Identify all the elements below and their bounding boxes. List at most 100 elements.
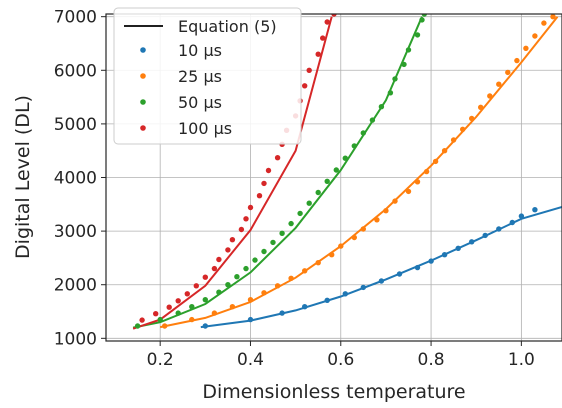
data-point	[134, 323, 141, 329]
legend-label: 100 μs	[178, 119, 232, 138]
data-point	[261, 290, 267, 296]
x-tick-label: 0.4	[237, 350, 264, 370]
data-point	[329, 252, 335, 258]
data-point	[441, 148, 448, 154]
data-point	[225, 282, 231, 288]
data-point	[162, 323, 168, 329]
data-point	[421, 14, 427, 17]
data-point	[405, 47, 412, 53]
data-point	[274, 283, 281, 289]
data-point	[211, 310, 218, 316]
legend-marker	[140, 47, 146, 53]
data-point	[360, 284, 366, 291]
data-point	[396, 271, 403, 277]
data-point	[455, 245, 461, 251]
grid	[106, 14, 562, 341]
ticks: 0.2 0.4 0.6 0.8 1.0 1000 2000 3000 4000 5000 6000 7…	[54, 8, 535, 370]
data-point	[243, 265, 249, 272]
data-point	[428, 258, 434, 264]
data-point	[256, 193, 263, 199]
data-point	[247, 297, 254, 303]
data-point	[288, 220, 294, 227]
data-point	[405, 188, 412, 195]
data-point	[247, 316, 254, 323]
data-point	[153, 311, 159, 317]
data-point	[387, 90, 394, 96]
data-point	[247, 204, 254, 211]
data-point	[450, 137, 457, 143]
legend-label: 50 μs	[178, 93, 222, 112]
y-tick-label: 1000	[54, 329, 97, 349]
data-point	[419, 17, 425, 23]
data-point	[139, 317, 145, 323]
data-point	[270, 239, 276, 246]
data-point	[320, 35, 326, 41]
data-point	[288, 275, 294, 281]
data-point	[175, 310, 181, 316]
data-point	[541, 20, 547, 26]
data-point	[505, 69, 511, 76]
data-point	[229, 304, 236, 310]
data-point	[202, 274, 208, 280]
data-point	[331, 14, 337, 17]
data-point	[274, 155, 281, 161]
data-point	[441, 252, 448, 258]
data-point	[432, 158, 439, 165]
data-point	[234, 274, 240, 280]
y-tick-label: 7000	[54, 8, 97, 28]
data-point	[261, 248, 267, 255]
data-point	[252, 257, 258, 263]
data-point	[279, 310, 285, 316]
data-point	[324, 19, 330, 25]
data-point	[469, 115, 475, 122]
data-point	[202, 297, 208, 303]
data-point	[360, 226, 366, 232]
data-point	[360, 130, 366, 136]
data-point	[487, 93, 493, 99]
x-tick-label: 0.2	[147, 350, 174, 370]
legend-fit-line-label: Equation (5)	[178, 17, 277, 36]
data-point	[216, 289, 222, 295]
data-point	[324, 178, 330, 184]
x-tick-label: 0.6	[327, 350, 354, 370]
x-tick-label: 1.0	[508, 350, 535, 370]
plot-area	[132, 14, 562, 330]
legend-label: 10 μs	[178, 41, 222, 60]
data-point	[261, 180, 267, 187]
data-point	[166, 304, 172, 310]
data-points	[134, 14, 556, 329]
y-tick-label: 5000	[54, 115, 97, 135]
data-point	[423, 168, 430, 175]
data-point	[342, 291, 348, 297]
x-axis-title: Dimensionless temperature	[202, 381, 465, 403]
data-point	[351, 234, 357, 241]
data-point	[315, 260, 321, 266]
legend-marker	[140, 125, 146, 131]
fit-line	[200, 206, 562, 329]
data-point	[532, 207, 538, 213]
data-point	[351, 143, 357, 149]
data-point	[482, 232, 488, 239]
data-point	[478, 104, 484, 111]
data-point	[518, 213, 525, 219]
data-point	[216, 256, 222, 263]
data-point	[193, 283, 199, 289]
data-point	[509, 219, 515, 226]
data-point	[189, 304, 195, 310]
data-point	[550, 14, 556, 20]
data-point	[302, 304, 308, 310]
data-point	[460, 126, 466, 132]
data-point	[157, 316, 163, 323]
data-point	[496, 81, 502, 87]
data-point	[338, 243, 344, 249]
y-tick-label: 2000	[54, 276, 97, 296]
data-point	[306, 200, 312, 206]
data-point	[202, 323, 208, 329]
data-point	[302, 268, 308, 274]
y-tick-label: 4000	[54, 169, 97, 189]
y-tick-label: 6000	[54, 61, 97, 81]
data-point	[297, 210, 303, 217]
data-point	[306, 67, 312, 74]
data-point	[238, 226, 245, 233]
